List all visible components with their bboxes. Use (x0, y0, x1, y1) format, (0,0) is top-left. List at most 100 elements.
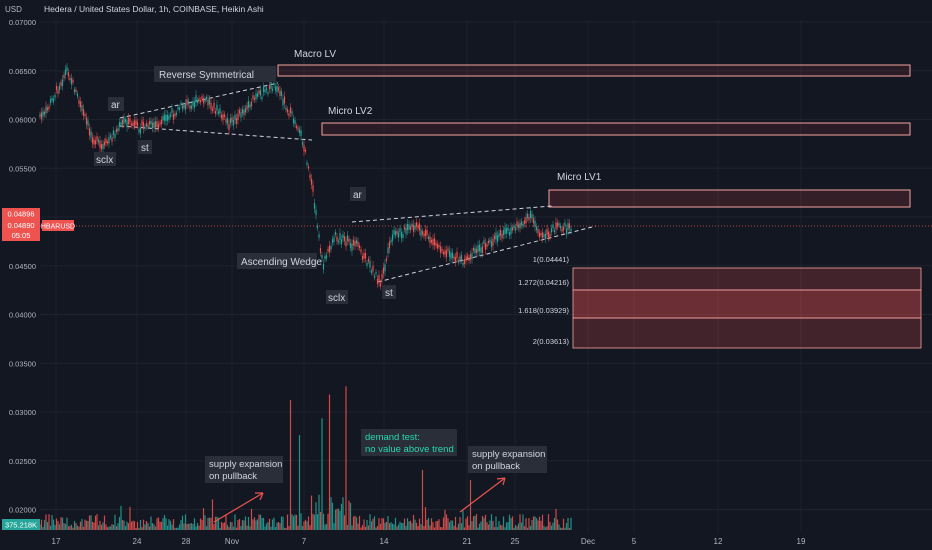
candle-body (319, 248, 322, 253)
volume-bar (234, 514, 236, 530)
candle-body (325, 254, 328, 259)
volume-bar (558, 524, 560, 530)
volume-bar (513, 527, 515, 530)
candle-body (217, 111, 220, 114)
volume-bar (324, 524, 326, 530)
candle-body (459, 256, 461, 261)
volume-bar (280, 516, 283, 530)
candle-body (324, 255, 326, 260)
candle-body (45, 106, 47, 114)
volume-bar (477, 527, 479, 530)
fib-zone-3[interactable] (572, 317, 922, 349)
micro-lv2-zone[interactable] (321, 122, 911, 136)
candle-body (204, 99, 206, 102)
volume-bar (244, 516, 247, 530)
candle-body (85, 117, 88, 125)
candle-body (229, 118, 232, 124)
candle-body (102, 143, 104, 149)
fib-zone-1[interactable] (572, 267, 922, 291)
current-price-text: 0.04890 (7, 221, 34, 230)
candle-body (339, 233, 341, 240)
candle-body (238, 109, 241, 114)
volume-bar (478, 523, 481, 530)
candle-body (49, 99, 52, 103)
candle-body (432, 239, 434, 246)
volume-bar (376, 525, 379, 530)
volume-bar (501, 525, 503, 530)
volume-bar (160, 521, 163, 530)
micro-lv2-label: Micro LV2 (328, 106, 373, 117)
candle-body (565, 228, 568, 235)
volume-bar (276, 522, 278, 530)
fib-zone-2[interactable] (572, 289, 922, 319)
fib-labels: 1(0.04441) 1.272(0.04216) 1.618(0.03929)… (518, 255, 569, 346)
candle-body (318, 234, 320, 238)
candle-body (360, 249, 362, 253)
volume-bar (201, 519, 203, 530)
wedge-lower-line[interactable] (377, 225, 597, 283)
candle-body (453, 256, 455, 259)
macro-lv-zone[interactable] (277, 64, 911, 77)
st-2-bg (382, 285, 396, 299)
candle-body (61, 79, 64, 86)
candle-body (358, 245, 361, 249)
volume-bar (103, 515, 106, 530)
candle-body (418, 223, 421, 231)
candle-body (292, 118, 295, 124)
volume-bar (75, 523, 77, 530)
volume-bar (486, 522, 488, 530)
candle-body (180, 102, 182, 105)
volume-bar (544, 527, 547, 530)
volume-bar (466, 516, 469, 530)
candle-body (334, 232, 337, 235)
candle-body (550, 228, 553, 233)
candle-body (361, 256, 364, 260)
volume-bar (429, 525, 431, 530)
candle-body (267, 92, 269, 95)
volume-bar (436, 520, 439, 530)
wedge-upper-line[interactable] (351, 205, 553, 223)
candle-body (114, 134, 116, 138)
candle-body (57, 89, 59, 94)
candle-body (240, 112, 242, 118)
micro-lv1-zone[interactable] (548, 189, 911, 208)
candle-body (468, 257, 470, 262)
candle-body (282, 99, 284, 106)
candle-body (237, 113, 239, 120)
candle-body (393, 230, 395, 235)
volume-bar (127, 523, 130, 530)
candle-body (363, 253, 365, 259)
candle-body (526, 213, 529, 218)
volume-bar (378, 518, 380, 530)
volume-bar (238, 519, 241, 530)
candle-body (94, 140, 97, 145)
candle-body (475, 249, 478, 254)
candle-body (496, 235, 499, 242)
candle-body (414, 225, 416, 230)
volume-bar (313, 514, 316, 530)
supply-note-2-bg (468, 446, 547, 473)
volume-bar (483, 517, 485, 530)
candle-body (433, 238, 436, 246)
candle-body (372, 265, 374, 272)
time-axis: 17 24 28 Nov 7 14 21 25 Dec 5 12 19 (52, 537, 806, 546)
volume-bar (216, 516, 218, 530)
volume-bar (133, 521, 136, 530)
volume-bar (192, 523, 194, 530)
candle-body (489, 239, 491, 243)
candle-body (55, 85, 58, 90)
candle-body (355, 240, 358, 244)
volume-bar (291, 514, 293, 530)
volume-bar (172, 519, 175, 530)
time-tick: 24 (133, 537, 142, 546)
candle-body (537, 228, 539, 233)
volume-bar (351, 525, 353, 530)
volume-bar (529, 525, 532, 530)
volume-bar (196, 522, 199, 530)
volume-bar (403, 518, 406, 530)
volume-bar (396, 526, 398, 530)
candle-body (541, 232, 544, 239)
volume-bar (256, 519, 259, 530)
candle-body (106, 141, 109, 144)
